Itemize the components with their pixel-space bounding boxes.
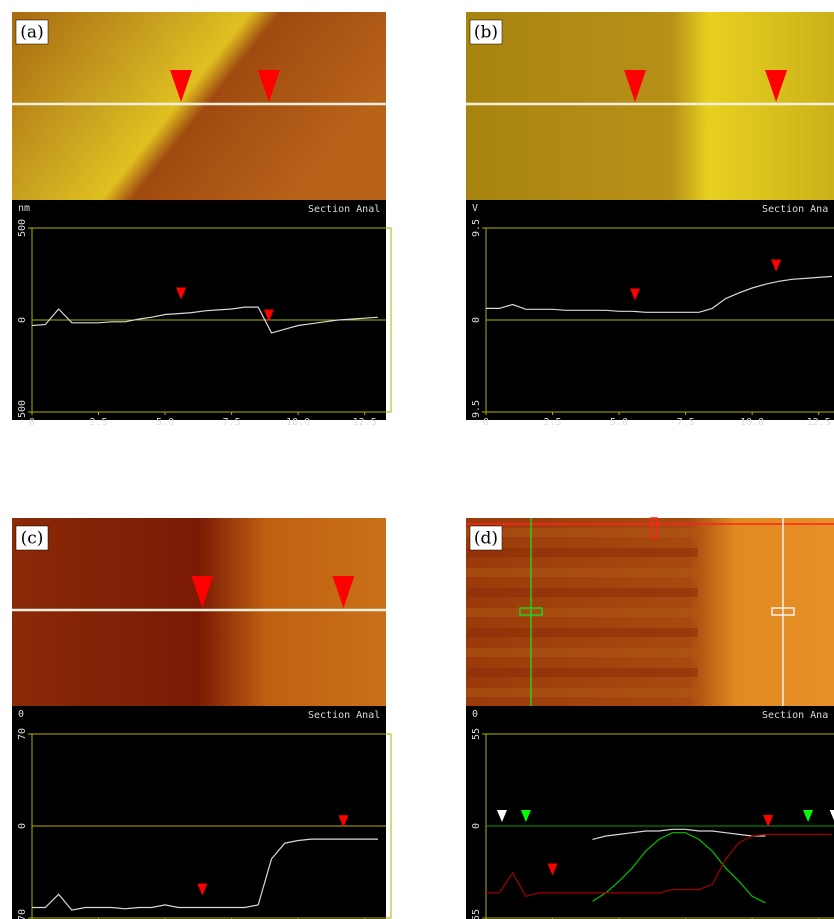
panel-label: (b) xyxy=(474,23,498,43)
x-tick-label: 2.5 xyxy=(90,417,108,428)
y-tick-label: 0 xyxy=(17,317,28,323)
x-tick-label: 7.5 xyxy=(223,417,241,428)
y-tick-label: 0 xyxy=(17,823,28,829)
x-tick-label: 10.0 xyxy=(286,417,310,428)
section-header: Section Ana xyxy=(762,710,828,721)
plot-background xyxy=(466,200,834,420)
x-tick-label: 10.0 xyxy=(740,417,764,428)
afm-image xyxy=(466,12,834,200)
plot-background xyxy=(12,200,386,420)
panel-label: (d) xyxy=(474,529,498,549)
x-tick-label: 5.0 xyxy=(610,417,628,428)
x-tick-label: 7.5 xyxy=(677,417,695,428)
x-tick-label: 5.0 xyxy=(156,417,174,428)
y-tick-label: -55 xyxy=(471,909,482,919)
panel-label: (a) xyxy=(20,23,43,43)
image-stripe xyxy=(466,648,698,657)
x-tick-label: 0 xyxy=(29,417,35,428)
x-tick-label: 2.5 xyxy=(544,417,562,428)
y-tick-label: -70 xyxy=(17,909,28,919)
x-tick-label: 12.5 xyxy=(353,417,377,428)
x-tick-label: 0 xyxy=(483,417,489,428)
section-header: Section Ana xyxy=(762,204,828,215)
y-tick-label: 9.5 xyxy=(471,219,482,237)
unit-label: nm xyxy=(18,203,30,214)
image-stripe xyxy=(466,628,698,637)
y-tick-label: -500 xyxy=(17,400,28,424)
y-tick-label: 55 xyxy=(471,728,482,740)
x-tick-label: 12.5 xyxy=(807,417,831,428)
image-stripe xyxy=(466,688,698,697)
y-tick-label: 0 xyxy=(471,823,482,829)
image-stripe xyxy=(466,608,698,617)
image-stripe xyxy=(466,568,698,577)
y-tick-label: 70 xyxy=(17,728,28,740)
section-header: Section Anal xyxy=(308,204,380,215)
page: {"chart_data": [ {"type": "line", "panel… xyxy=(0,0,834,919)
afm-image xyxy=(12,518,386,706)
y-tick-label: 0 xyxy=(471,317,482,323)
unit-label: V xyxy=(472,203,478,214)
panel-label: (c) xyxy=(21,529,44,549)
section-header: Section Anal xyxy=(308,710,380,721)
image-stripe xyxy=(466,588,698,597)
unit-label: 0 xyxy=(472,709,478,720)
y-tick-label: 500 xyxy=(17,219,28,237)
image-stripe xyxy=(466,668,698,677)
figure: (a)nmSection Anal-500050002.55.07.510.01… xyxy=(0,0,834,919)
afm-image xyxy=(12,12,386,200)
unit-label: 0 xyxy=(18,709,24,720)
y-tick-label: -9.5 xyxy=(471,400,482,424)
